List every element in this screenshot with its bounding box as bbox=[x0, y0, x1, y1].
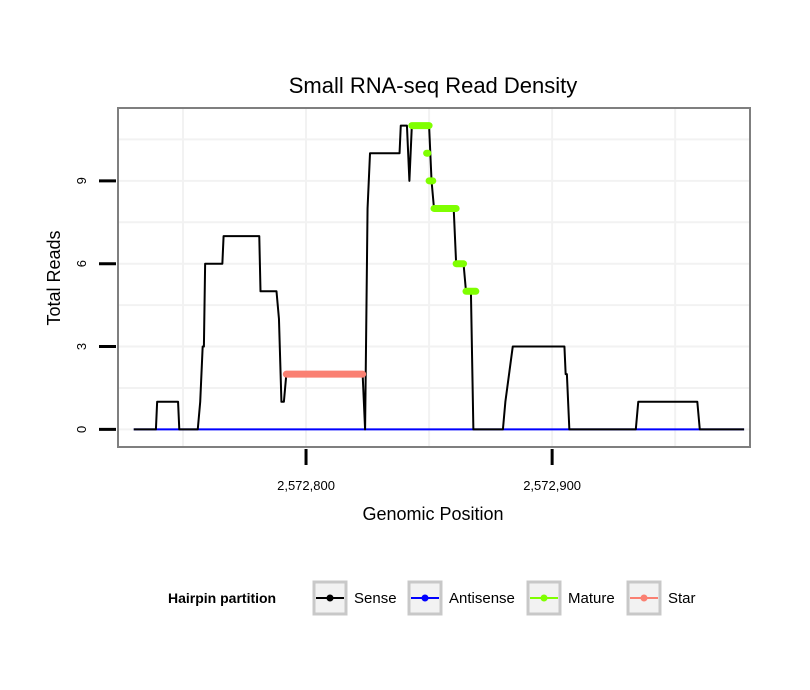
legend-title: Hairpin partition bbox=[168, 590, 276, 606]
chart-title: Small RNA-seq Read Density bbox=[289, 73, 578, 98]
legend-label-sense: Sense bbox=[354, 590, 397, 607]
legend-key-sense bbox=[312, 580, 348, 616]
legend: Hairpin partition Sense Antisense Mature… bbox=[168, 580, 696, 616]
grid-lines bbox=[119, 109, 749, 446]
legend-label-mature: Mature bbox=[568, 590, 615, 607]
y-tick-label: 3 bbox=[74, 343, 89, 350]
y-tick-label: 6 bbox=[74, 260, 89, 267]
legend-label-antisense: Antisense bbox=[449, 590, 515, 607]
legend-key-star bbox=[626, 580, 662, 616]
y-axis-title: Total Reads bbox=[44, 230, 64, 325]
y-tick-label: 0 bbox=[74, 426, 89, 433]
x-tick-label: 2,572,900 bbox=[523, 478, 581, 493]
y-tick-label: 9 bbox=[74, 177, 89, 184]
plot-background bbox=[119, 109, 749, 446]
series-sense-line bbox=[133, 124, 745, 431]
x-tick-label: 2,572,800 bbox=[277, 478, 335, 493]
axes: 0 3 6 9 2,572,800 2,572,900 bbox=[74, 177, 581, 493]
legend-key-antisense bbox=[407, 580, 443, 616]
plot-area bbox=[133, 122, 745, 431]
plot-border bbox=[117, 107, 751, 448]
legend-label-star: Star bbox=[668, 590, 696, 607]
legend-key-mature bbox=[526, 580, 562, 616]
x-axis-title: Genomic Position bbox=[362, 504, 503, 524]
